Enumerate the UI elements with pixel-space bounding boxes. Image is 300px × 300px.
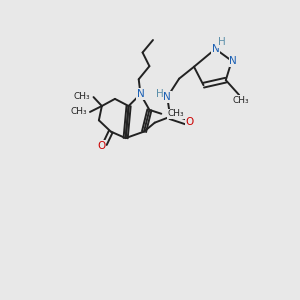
Text: N: N xyxy=(229,56,237,66)
Text: O: O xyxy=(186,117,194,127)
Text: O: O xyxy=(97,140,105,151)
Text: CH₃: CH₃ xyxy=(168,109,184,118)
Text: H: H xyxy=(218,38,226,47)
Text: N: N xyxy=(136,89,144,99)
Text: CH₃: CH₃ xyxy=(74,92,91,101)
Text: CH₃: CH₃ xyxy=(70,107,87,116)
Text: N: N xyxy=(164,92,171,102)
Text: N: N xyxy=(212,44,219,54)
Text: CH₃: CH₃ xyxy=(232,96,249,105)
Text: H: H xyxy=(156,89,164,99)
